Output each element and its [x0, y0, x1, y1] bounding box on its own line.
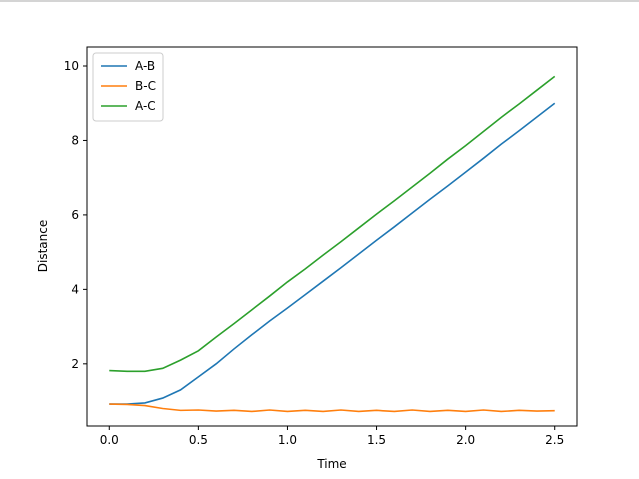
legend-label: A-B: [135, 59, 155, 73]
legend-box: [92, 52, 164, 122]
x-tick-label: 2.0: [456, 433, 475, 447]
x-tick-label: 1.0: [278, 433, 297, 447]
x-tick-label: 0.0: [100, 433, 119, 447]
x-axis-label: Time: [316, 457, 346, 471]
legend-label: B-C: [135, 79, 156, 93]
series-line: [109, 403, 555, 413]
y-tick-label: 10: [64, 59, 79, 73]
series-line: [109, 75, 556, 373]
x-tick-label: 0.5: [189, 433, 208, 447]
y-tick-label: 6: [71, 208, 79, 222]
series-line: [109, 102, 556, 405]
y-tick-label: 8: [71, 133, 79, 147]
y-tick-label: 4: [71, 282, 79, 296]
x-tick-label: 1.5: [367, 433, 386, 447]
x-tick-label: 2.5: [545, 433, 564, 447]
y-axis-label: Distance: [36, 220, 50, 272]
legend-label: A-C: [135, 99, 156, 113]
axes-frame: [86, 46, 578, 427]
y-tick-label: 2: [71, 357, 79, 371]
